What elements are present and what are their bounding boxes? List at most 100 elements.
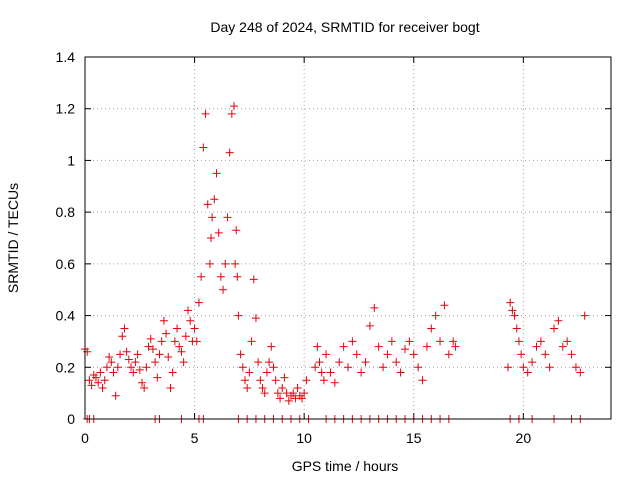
data-point (576, 368, 585, 377)
data-point (523, 368, 532, 377)
y-tick-label: 0.2 (56, 359, 76, 375)
data-point (302, 376, 311, 385)
data-point (210, 195, 219, 204)
data-point (175, 342, 184, 351)
data-point (249, 275, 258, 284)
data-point (219, 285, 228, 294)
data-point (269, 363, 278, 372)
data-point (129, 368, 138, 377)
data-point (558, 342, 567, 351)
y-tick-label: 0.4 (56, 308, 76, 324)
data-point (532, 342, 541, 351)
data-point (98, 383, 107, 392)
data-point (137, 378, 146, 387)
data-point (444, 350, 453, 359)
data-point (157, 337, 166, 346)
data-point (436, 337, 445, 346)
data-point (113, 363, 122, 372)
data-point (267, 342, 276, 351)
data-point (133, 350, 142, 359)
data-point (142, 363, 151, 372)
data-point (216, 272, 225, 281)
data-point (528, 358, 537, 367)
data-point (159, 316, 168, 325)
data-point (197, 272, 206, 281)
data-point (238, 363, 247, 372)
x-axis-label: GPS time / hours (292, 458, 399, 474)
data-point (427, 324, 436, 333)
data-point (87, 381, 96, 390)
data-point (162, 329, 171, 338)
data-point (449, 337, 458, 346)
data-point (550, 324, 559, 333)
data-point (102, 363, 111, 372)
plot-frame (84, 56, 612, 420)
data-point (503, 363, 512, 372)
data-point (289, 389, 298, 398)
data-point (127, 363, 136, 372)
data-point (256, 376, 265, 385)
data-point (514, 337, 523, 346)
data-point (194, 298, 203, 307)
data-point (111, 391, 120, 400)
data-point (567, 350, 576, 359)
data-point (284, 396, 293, 405)
data-point (122, 347, 131, 356)
data-point (227, 109, 236, 118)
y-tick-label: 0 (67, 411, 75, 427)
data-point (186, 316, 195, 325)
data-point (512, 324, 521, 333)
data-point (317, 368, 326, 377)
y-axis-label: SRMTID / TECUs (5, 183, 21, 293)
data-point (234, 311, 243, 320)
data-point (144, 342, 153, 351)
gridlines (85, 57, 611, 419)
data-point (205, 259, 214, 268)
data-point (105, 352, 114, 361)
data-point (96, 368, 105, 377)
data-point (519, 363, 528, 372)
data-point (223, 213, 232, 222)
data-point (300, 389, 309, 398)
data-point (409, 350, 418, 359)
data-point (541, 350, 550, 359)
data-point (177, 347, 186, 356)
data-point (405, 337, 414, 346)
data-point (335, 358, 344, 367)
data-point (225, 148, 234, 157)
data-point (271, 376, 280, 385)
data-point (361, 358, 370, 367)
data-point (414, 363, 423, 372)
data-point (374, 342, 383, 351)
data-point (508, 306, 517, 315)
data-point (214, 228, 223, 237)
data-point (109, 368, 118, 377)
y-tick-label: 0.8 (56, 204, 76, 220)
data-point (168, 368, 177, 377)
data-point (265, 358, 274, 367)
data-point (352, 350, 361, 359)
data-point (208, 213, 217, 222)
data-point (212, 169, 221, 178)
data-point (231, 259, 240, 268)
data-point (571, 363, 580, 372)
data-point (120, 324, 129, 333)
data-point (260, 389, 269, 398)
data-point (297, 394, 306, 403)
data-point (348, 337, 357, 346)
data-point (207, 234, 216, 242)
data-point (506, 298, 515, 307)
data-point (278, 383, 287, 392)
data-point (124, 355, 133, 364)
data-point (273, 389, 282, 398)
data-point (94, 378, 103, 387)
chart-title: Day 248 of 2024, SRMTID for receiver bog… (210, 19, 479, 35)
data-point (280, 373, 289, 382)
data-point (155, 350, 164, 359)
data-point (151, 358, 160, 367)
data-point (153, 373, 162, 382)
data-point (451, 342, 460, 351)
data-point (326, 368, 335, 377)
axis-ticks: 0 0.2 0.4 0.6 0.8 1 1.2 1.4 0 5 10 15 20 (56, 49, 611, 446)
